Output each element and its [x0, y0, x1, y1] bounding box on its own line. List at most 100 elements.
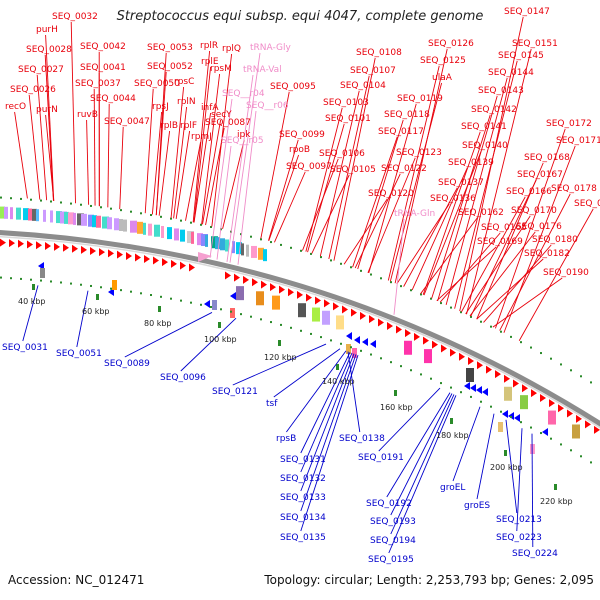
tick-dot [560, 363, 562, 366]
gene-arrow [378, 318, 384, 327]
leader-line [76, 290, 89, 348]
gene-arrow [0, 238, 6, 247]
tick-dot [70, 282, 72, 285]
tick-dot [280, 243, 282, 246]
leader-line [367, 157, 416, 273]
leader-line [476, 258, 544, 320]
scale-tick-label: 60 kbp [82, 307, 110, 316]
leader-line [390, 393, 453, 516]
inner-gene-arrow [476, 386, 482, 394]
gene-label-inner: SEQ_0213 [496, 515, 542, 525]
leader-line [389, 82, 443, 282]
tick-dot [540, 352, 542, 355]
gene-arrow [432, 340, 438, 349]
inner-gene-arrow [230, 292, 236, 300]
feature-block [16, 207, 21, 220]
gene-label-outer: SEQ_0143 [478, 86, 524, 96]
rna-label: SEQ__r06 [246, 101, 289, 111]
leader-line [386, 392, 451, 498]
leader-line [45, 114, 55, 201]
tick-dot [130, 290, 132, 293]
gene-arrow [54, 242, 60, 251]
leader-line [202, 119, 222, 225]
gene-label-inner: SEQ_0224 [512, 549, 558, 559]
leader-line [465, 215, 531, 315]
feature-block [137, 221, 143, 234]
gene-arrow [18, 239, 24, 248]
tick-dot [520, 421, 522, 424]
leader-line [155, 71, 167, 216]
gene-label-outer: SEQ_0125 [420, 56, 466, 66]
feature-block [215, 237, 220, 250]
gene-label-outer: SEQ_0118 [384, 110, 430, 120]
gene-label-outer: rpoB [289, 145, 310, 155]
tick-dot [290, 246, 292, 249]
tick-dot [490, 325, 492, 328]
gene-arrow [567, 409, 573, 418]
gene-label-outer: SEQ_0166 [506, 187, 552, 197]
tick-dot [20, 197, 22, 200]
leader-line [201, 73, 221, 225]
feature-block [64, 211, 69, 224]
tick-dot [150, 214, 152, 217]
gene-label-outer: rpmJ [191, 132, 212, 142]
leader-line [445, 77, 508, 305]
leader-line [466, 48, 532, 315]
tick-dot [140, 292, 142, 295]
feature-block [36, 209, 39, 222]
feature-block [60, 211, 67, 224]
feature-block [424, 349, 432, 364]
feature-block [205, 234, 208, 247]
gene-arrow [441, 344, 447, 353]
gene-arrow [63, 243, 69, 252]
gene-arrow [468, 356, 474, 365]
gene-arrow [288, 288, 294, 297]
feature-block [258, 247, 264, 260]
feature-block [28, 208, 32, 221]
gene-label-outer: rplB [160, 121, 178, 131]
tick-dot [530, 426, 532, 429]
leader-line [436, 246, 497, 301]
gene-label-outer: SEQ_0044 [90, 94, 136, 104]
gene-label-outer: SEQ_0119 [397, 94, 443, 104]
gene-arrow [576, 414, 582, 423]
gene-label-outer: SEQ_0144 [488, 68, 534, 78]
feature-band-top [0, 206, 580, 439]
tick-dot [410, 369, 412, 372]
leader-line [454, 60, 518, 309]
tick-dot [350, 346, 352, 349]
leader-line [483, 244, 552, 323]
tick-dot [500, 410, 502, 413]
gene-arrow [72, 244, 78, 253]
leader-line [124, 312, 213, 358]
gene-label-outer: SEQ_0052 [147, 62, 193, 72]
gene-arrow [342, 305, 348, 314]
gene-arrow [261, 280, 267, 289]
gene-label-inner: SEQ_0195 [368, 555, 414, 565]
gene-label-outer: SEQ_0123 [396, 148, 442, 158]
rna-label: tRNA-Gln [394, 209, 435, 219]
gene-label-inner: groEL [440, 483, 465, 493]
gene-arrow [423, 336, 429, 345]
tick-dot [480, 320, 482, 323]
gene-label-outer: SEQ_0042 [80, 42, 126, 52]
inner-gene-arrow [370, 340, 376, 348]
tick-dot [410, 289, 412, 292]
gene-label-outer: purH [36, 25, 58, 35]
feature-block [251, 245, 257, 258]
tick-dot [200, 303, 202, 306]
inner-gene-arrow [470, 384, 476, 392]
feature-block [336, 315, 344, 330]
tick-dot [250, 315, 252, 318]
tick-dot [240, 233, 242, 236]
gene-label-inner: SEQ_0132 [280, 474, 326, 484]
leader-line [216, 145, 232, 260]
leader-line [185, 141, 202, 221]
tick-dot [160, 215, 162, 218]
tick-dot [390, 281, 392, 284]
gene-arrow [99, 248, 105, 257]
leader-line [396, 203, 450, 285]
leader-line [170, 86, 185, 218]
gene-arrow [171, 259, 177, 268]
tick-dot [460, 311, 462, 314]
